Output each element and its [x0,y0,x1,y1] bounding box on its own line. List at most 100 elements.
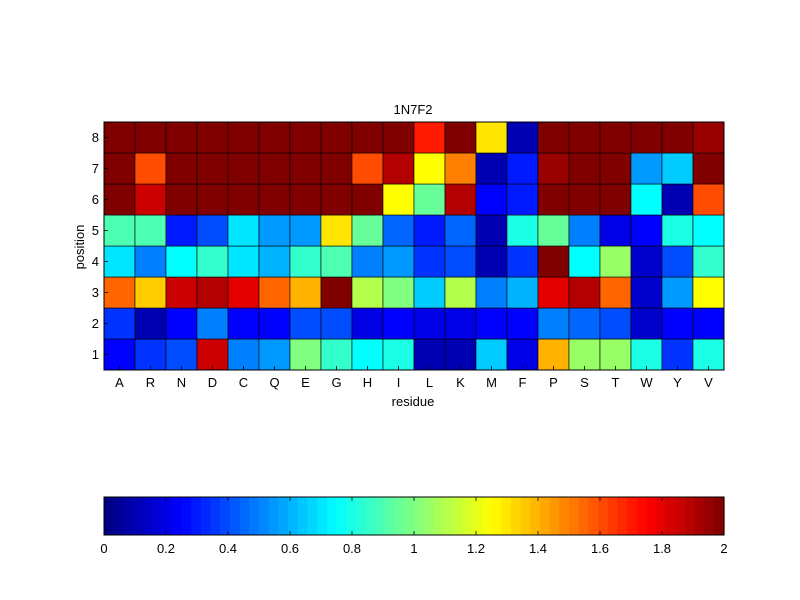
heatmap-cell [134,276,167,309]
heatmap-cell [661,214,694,247]
heatmap-cell [599,214,632,247]
heatmap-cell [599,245,632,278]
colorbar-swatch [646,497,657,535]
colorbar-swatch [113,497,124,535]
heatmap-cell [258,121,291,154]
heatmap-cell [382,214,415,247]
heatmap-cell [320,121,353,154]
heatmap-cell [599,276,632,309]
colorbar-swatch [704,497,715,535]
x-tick-label: V [704,375,713,390]
colorbar-swatch [607,497,619,535]
colorbar-swatch [200,497,212,535]
heatmap-cell [599,183,632,216]
heatmap-cell [630,245,663,278]
x-tick-label: D [208,375,217,390]
colorbar-swatch [307,497,318,535]
heatmap-cell [506,152,539,185]
heatmap-cell [661,338,694,371]
colorbar-swatch [559,497,570,535]
heatmap-cell [320,338,353,371]
heatmap-cell [382,121,415,154]
heatmap-cell [196,245,229,278]
heatmap-cell [599,338,632,371]
heatmap-cell [258,245,291,278]
colorbar-swatch [404,497,415,535]
heatmap-cell [661,276,694,309]
colorbar-tick-label: 2 [720,541,727,556]
colorbar-swatch [472,497,483,535]
heatmap-cell [475,121,508,154]
heatmap-cell [537,183,570,216]
colorbar-swatch [501,497,512,535]
heatmap-cell [692,245,725,278]
heatmap-cell [351,276,384,309]
heatmap-cell [196,276,229,309]
colorbar-swatch [297,497,309,535]
colorbar-swatch [104,497,115,535]
colorbar-swatch [384,497,396,535]
heatmap-cell [258,214,291,247]
colorbar-swatch [336,497,347,535]
heatmap-cell [506,338,539,371]
colorbar-swatch [259,497,270,535]
colorbar-swatch [443,497,454,535]
colorbar-swatch [510,497,522,535]
heatmap-cell [103,245,136,278]
heatmap-cell [382,183,415,216]
colorbar-swatch [375,497,386,535]
heatmap-cell [475,338,508,371]
heatmap-cell [320,214,353,247]
x-tick-label: F [519,375,527,390]
colorbar-swatch [326,497,338,535]
heatmap-cell [413,276,446,309]
heatmap-cell [568,183,601,216]
heatmap-cell [692,121,725,154]
heatmap-cell [165,152,198,185]
heatmap-cell [289,121,322,154]
heatmap-cell [227,214,260,247]
colorbar-swatch [278,497,289,535]
heatmap-cell [630,152,663,185]
colorbar-tick-label: 0.8 [343,541,361,556]
colorbar-swatch [210,497,221,535]
heatmap-cell [227,121,260,154]
colorbar-swatch [365,497,376,535]
heatmap-cell [692,338,725,371]
heatmap-cell [537,276,570,309]
heatmap-cell [289,152,322,185]
x-tick-label: H [363,375,372,390]
heatmap-cell [258,276,291,309]
heatmap-cell [227,152,260,185]
heatmap-cell [289,338,322,371]
heatmap-cell [351,152,384,185]
colorbar-swatch [317,497,328,535]
colorbar-tick-label: 1.6 [591,541,609,556]
heatmap-cell [568,307,601,340]
y-tick-label: 3 [92,285,99,300]
heatmap-cell [196,152,229,185]
heatmap-cell [382,338,415,371]
heatmap-cell [475,152,508,185]
heatmap-cell [227,338,260,371]
heatmap-cell [661,121,694,154]
colorbar-swatch [249,497,260,535]
x-tick-label: T [612,375,620,390]
colorbar-swatch [617,497,628,535]
heatmap-cell [692,276,725,309]
colorbar-swatch [714,497,725,535]
colorbar-swatch [491,497,502,535]
colorbar-swatch [665,497,677,535]
colorbar-swatch [423,497,434,535]
x-tick-label: E [301,375,310,390]
colorbar-swatch [394,497,405,535]
heatmap-cell [196,121,229,154]
colorbar-swatch [171,497,183,535]
colorbar-swatch [433,497,444,535]
colorbar-swatch [636,497,648,535]
y-tick-label: 1 [92,347,99,362]
colorbar-swatch [288,497,299,535]
heatmap-cell [227,245,260,278]
heatmap-cell [661,307,694,340]
